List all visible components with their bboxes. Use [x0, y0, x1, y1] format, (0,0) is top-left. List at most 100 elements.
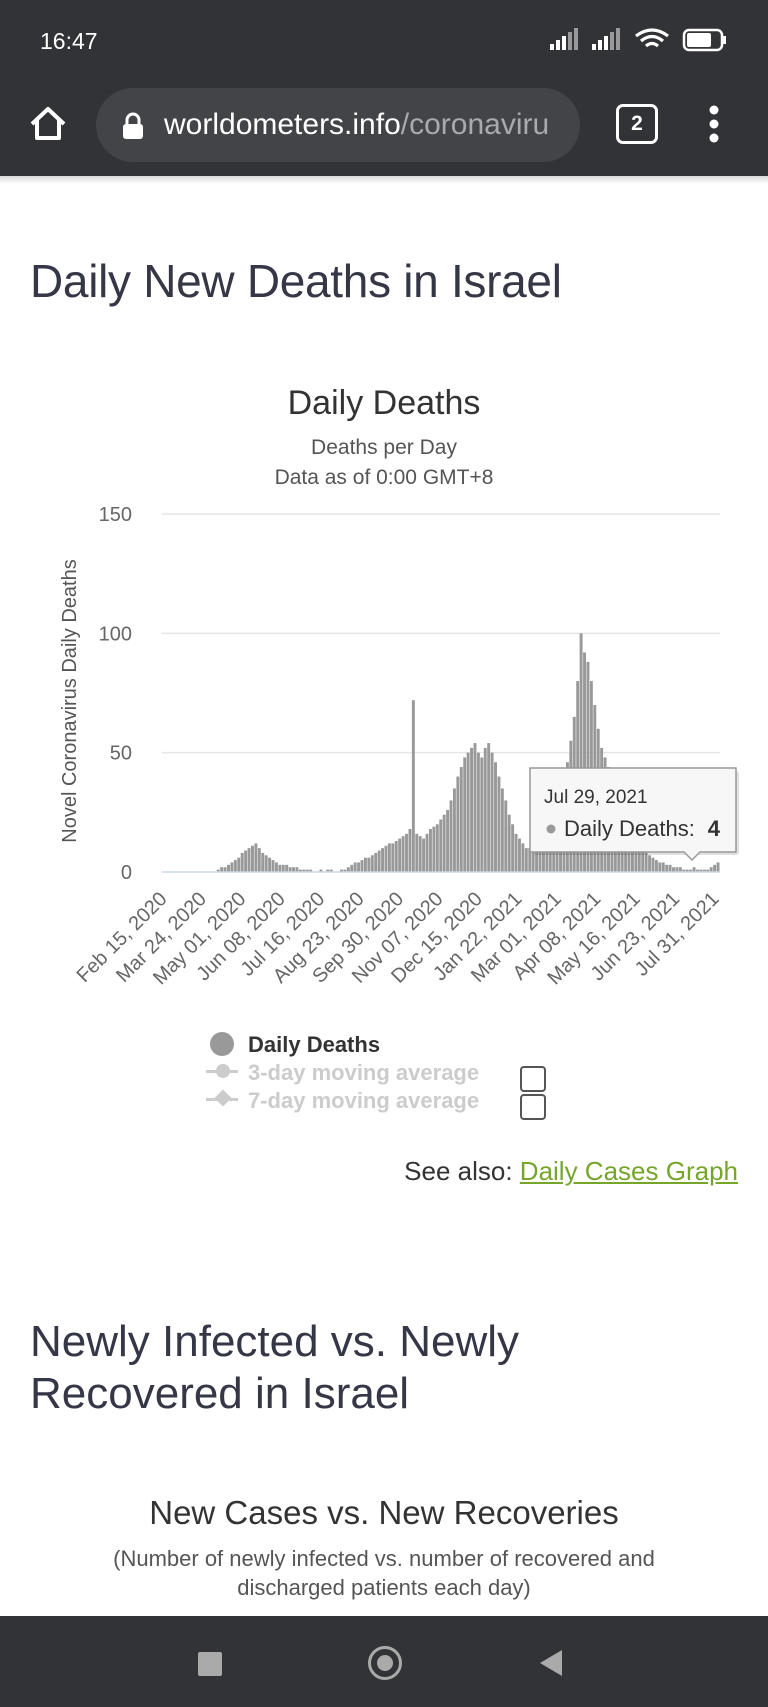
bar: [223, 867, 227, 872]
bar: [682, 869, 686, 872]
bar: [490, 752, 494, 872]
bar: [374, 852, 378, 872]
bar: [429, 829, 432, 872]
bar: [579, 633, 583, 872]
y-tick-label: 0: [121, 862, 132, 884]
tooltip-box: [529, 767, 737, 862]
bar: [285, 864, 289, 872]
bar: [716, 862, 720, 872]
bar: [367, 857, 371, 872]
bar: [244, 850, 248, 872]
bar: [665, 864, 669, 872]
bar: [641, 850, 645, 872]
see-also: See also: Daily Cases Graph: [404, 1156, 738, 1187]
system-nav-bar: [0, 1616, 768, 1707]
bar: [675, 867, 679, 872]
bar: [696, 869, 699, 872]
bar: [274, 862, 278, 872]
home-nav-inner: [377, 1655, 393, 1671]
bar: [377, 850, 381, 872]
bar: [699, 869, 703, 872]
bar: [689, 869, 693, 872]
bar: [654, 860, 658, 872]
tab-switcher-button[interactable]: 2: [616, 104, 658, 144]
bar: [480, 757, 484, 872]
bar: [360, 860, 364, 872]
bar: [251, 845, 254, 872]
bar: [483, 747, 487, 872]
chart-subtitle-2: Data as of 0:00 GMT+8: [274, 466, 494, 489]
bar: [425, 833, 429, 872]
legend-marker-diamond-icon: [214, 1089, 232, 1107]
bar: [521, 843, 525, 872]
checkbox-3day-average[interactable]: [520, 1066, 546, 1092]
bar: [422, 838, 426, 872]
bar: [305, 869, 309, 872]
bar: [415, 833, 419, 872]
bar: [668, 864, 672, 872]
bar: [340, 869, 343, 872]
bar: [661, 862, 665, 872]
bar: [309, 869, 313, 872]
bar: [528, 848, 532, 872]
bar: [240, 852, 244, 872]
bar: [418, 836, 422, 872]
home-button[interactable]: [24, 100, 72, 148]
bar: [216, 869, 220, 872]
bar: [518, 838, 521, 872]
bar: [476, 752, 480, 872]
browser-menu-button[interactable]: [700, 102, 728, 146]
bar: [432, 826, 436, 872]
bar: [357, 862, 361, 872]
home-nav-icon[interactable]: [368, 1646, 402, 1680]
chart2-title: New Cases vs. New Recoveries: [149, 1494, 619, 1531]
address-bar[interactable]: worldometers.info/coronaviru: [96, 88, 580, 162]
chart-title: Daily Deaths: [287, 384, 481, 422]
bar: [298, 869, 302, 872]
bar: [497, 776, 501, 872]
bar: [281, 864, 285, 872]
bar: [227, 864, 230, 872]
bar: [452, 788, 456, 872]
bar: [637, 848, 641, 872]
signal-wifi-battery-icon: [550, 28, 726, 52]
bar: [672, 867, 675, 872]
bar: [370, 855, 374, 872]
tooltip-value: 4: [708, 816, 721, 841]
tooltip-marker-icon: [546, 824, 556, 834]
see-also-prefix: See also:: [404, 1156, 520, 1186]
tooltip-date: Jul 29, 2021: [544, 787, 648, 808]
bar: [363, 857, 367, 872]
bar: [473, 743, 477, 872]
bar: [658, 862, 662, 872]
status-time: 16:47: [40, 28, 98, 54]
bar: [514, 833, 518, 872]
tooltip-label: Daily Deaths:: [564, 816, 695, 841]
more-vert-icon: [709, 105, 719, 143]
bar: [411, 700, 415, 872]
daily-cases-graph-link[interactable]: Daily Cases Graph: [519, 1156, 738, 1186]
back-icon[interactable]: [540, 1650, 562, 1676]
bar: [470, 747, 474, 872]
section-title-infected-vs-recovered: Newly Infected vs. Newly Recovered in Is…: [30, 1317, 520, 1418]
bar: [247, 848, 251, 872]
bar: [394, 840, 398, 872]
bar: [439, 819, 443, 872]
status-icons: [550, 26, 730, 59]
lock-icon: [123, 112, 143, 139]
bar: [387, 843, 391, 872]
bar: [494, 762, 497, 872]
legend-label-3day: 3-day moving average: [248, 1060, 480, 1085]
y-tick-label: 150: [99, 504, 132, 526]
bar: [398, 838, 402, 872]
bar: [319, 869, 323, 872]
bar: [463, 757, 467, 872]
bar: [257, 848, 261, 872]
section-title-daily-deaths: Daily New Deaths in Israel: [30, 255, 562, 307]
bar: [507, 814, 511, 872]
recent-apps-icon[interactable]: [198, 1652, 222, 1676]
checkbox-7day-average[interactable]: [520, 1094, 546, 1120]
bar: [538, 833, 542, 872]
bar: [350, 864, 354, 872]
bar: [702, 869, 706, 872]
